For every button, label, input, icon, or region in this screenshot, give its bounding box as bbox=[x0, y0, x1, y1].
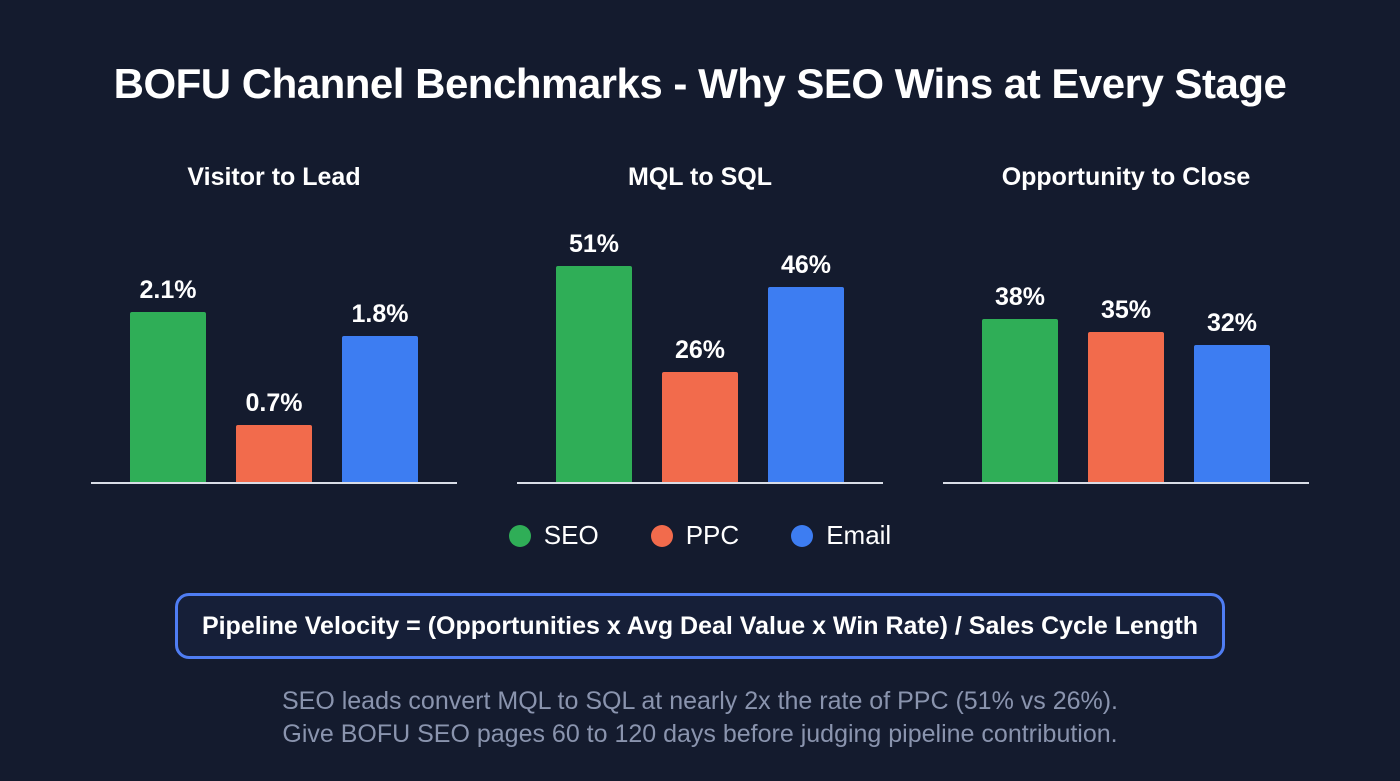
bars-area: 38% 35% 32% bbox=[943, 202, 1309, 484]
bar-value-label: 26% bbox=[674, 336, 726, 364]
bar-value-label: 46% bbox=[780, 251, 832, 279]
bar-column-email: 1.8% bbox=[342, 300, 418, 482]
email-bar bbox=[768, 287, 844, 482]
charts-row: Visitor to Lead 2.1% 0.7% 1.8% MQL to SQ… bbox=[0, 162, 1400, 484]
legend-label: SEO bbox=[543, 520, 599, 550]
chart-group-title: Visitor to Lead bbox=[187, 163, 361, 191]
email-bar bbox=[342, 336, 418, 482]
legend: SEO PPC Email bbox=[0, 520, 1400, 551]
bar-column-seo: 2.1% bbox=[130, 276, 206, 482]
callout-text: Pipeline Velocity = (Opportunities x Avg… bbox=[201, 612, 1199, 640]
bar-value-label: 35% bbox=[1100, 296, 1152, 324]
email-swatch-icon bbox=[791, 524, 814, 547]
legend-label: Email bbox=[826, 520, 892, 550]
legend-item-email: Email bbox=[791, 520, 891, 551]
seo-swatch-icon bbox=[508, 524, 531, 547]
footer-note-2: Give BOFU SEO pages 60 to 120 days befor… bbox=[282, 720, 1118, 748]
bar-value-label: 0.7% bbox=[245, 389, 303, 417]
ppc-bar bbox=[1088, 332, 1164, 482]
bar-column-ppc: 35% bbox=[1088, 296, 1164, 482]
bar-column-seo: 51% bbox=[556, 230, 632, 482]
pipeline-velocity-callout: Pipeline Velocity = (Opportunities x Avg… bbox=[175, 593, 1225, 659]
page-title: BOFU Channel Benchmarks - Why SEO Wins a… bbox=[113, 60, 1287, 107]
seo-bar bbox=[130, 312, 206, 482]
bar-column-ppc: 26% bbox=[662, 336, 738, 482]
bars-area: 51% 26% 46% bbox=[517, 202, 883, 484]
chart-group-opportunity-to-close: Opportunity to Close 38% 35% 32% bbox=[943, 162, 1309, 484]
bar-value-label: 38% bbox=[994, 283, 1046, 311]
footer-note-1: SEO leads convert MQL to SQL at nearly 2… bbox=[281, 687, 1119, 715]
legend-item-ppc: PPC bbox=[650, 520, 740, 551]
bar-value-label: 2.1% bbox=[139, 276, 197, 304]
chart-group-title: MQL to SQL bbox=[628, 163, 772, 191]
bar-value-label: 32% bbox=[1206, 309, 1258, 337]
seo-bar bbox=[982, 319, 1058, 482]
ppc-bar bbox=[662, 372, 738, 482]
chart-group-title: Opportunity to Close bbox=[1001, 163, 1251, 191]
ppc-bar bbox=[236, 425, 312, 482]
footer-notes: SEO leads convert MQL to SQL at nearly 2… bbox=[0, 685, 1400, 751]
bars-area: 2.1% 0.7% 1.8% bbox=[91, 202, 457, 484]
email-bar bbox=[1194, 345, 1270, 482]
legend-item-seo: SEO bbox=[508, 520, 599, 551]
ppc-swatch-icon bbox=[650, 524, 673, 547]
seo-bar bbox=[556, 266, 632, 482]
bar-value-label: 51% bbox=[568, 230, 620, 258]
bar-column-email: 32% bbox=[1194, 309, 1270, 482]
bar-column-email: 46% bbox=[768, 251, 844, 482]
bar-value-label: 1.8% bbox=[351, 300, 409, 328]
legend-label: PPC bbox=[685, 520, 740, 550]
chart-group-visitor-to-lead: Visitor to Lead 2.1% 0.7% 1.8% bbox=[91, 162, 457, 484]
chart-group-mql-to-sql: MQL to SQL 51% 26% 46% bbox=[517, 162, 883, 484]
bar-column-ppc: 0.7% bbox=[236, 389, 312, 482]
bar-column-seo: 38% bbox=[982, 283, 1058, 482]
